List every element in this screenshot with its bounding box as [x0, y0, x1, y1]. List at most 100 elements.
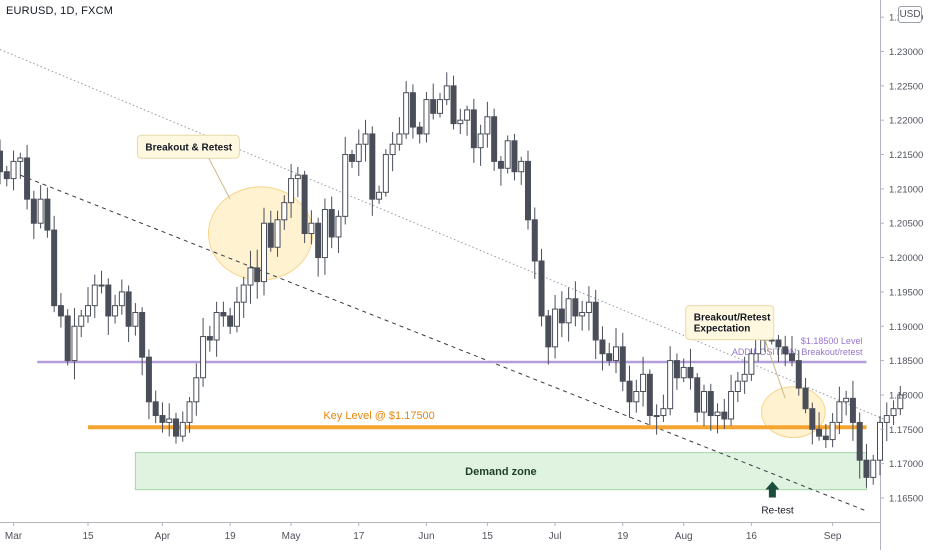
demand-zone: Demand zone [134, 452, 867, 491]
candle [856, 412, 863, 479]
callout-box [136, 134, 240, 159]
re-test-arrow [765, 481, 780, 498]
candle-body [565, 298, 572, 324]
candle-body [734, 380, 741, 392]
candle-body [687, 366, 694, 379]
price-tick-label: 1.21500 [889, 150, 923, 161]
candle [64, 309, 71, 366]
candle [206, 325, 213, 352]
candle-body [701, 391, 707, 413]
candle [227, 307, 234, 334]
candle-body [518, 160, 525, 173]
demand-zone-box [134, 452, 867, 491]
candle [274, 210, 281, 257]
candle [98, 270, 105, 294]
demand-zone-label: Demand zone [465, 466, 537, 478]
candle-body [707, 391, 714, 417]
candle [389, 131, 396, 172]
candle [247, 250, 254, 304]
candle-body [795, 360, 802, 389]
candle [78, 310, 85, 338]
candle-body [30, 198, 37, 224]
time-tick-label: Jun [418, 531, 434, 542]
candle-body [376, 191, 383, 200]
candle-body [728, 391, 735, 420]
candle [335, 210, 342, 254]
candle [809, 402, 816, 445]
candle-body [409, 92, 416, 128]
candle-body [159, 415, 166, 423]
candle-body [437, 99, 443, 114]
candle-body [179, 421, 186, 437]
level-price-label: $1.18500 Level [801, 336, 863, 346]
time-tick-label: 15 [82, 531, 94, 542]
candle [890, 400, 897, 425]
candle [822, 423, 829, 448]
candle-body [856, 421, 863, 461]
candle [782, 335, 789, 367]
candle [430, 83, 437, 120]
candle [477, 124, 484, 166]
candle [829, 413, 836, 448]
candle-body [572, 298, 579, 317]
candle-body [782, 346, 789, 355]
candle-body [673, 360, 680, 379]
candle [321, 198, 328, 275]
candle-body [660, 408, 667, 417]
candle [870, 454, 877, 485]
candle-body [349, 154, 355, 162]
candle [376, 185, 383, 204]
candle [579, 300, 586, 331]
candle [592, 289, 599, 360]
candle-body [592, 301, 599, 341]
time-axis: Mar 15 Apr 19 May 17 Jun 15 Jul 19 Aug 16 Sep [5, 522, 842, 542]
candle [301, 170, 308, 244]
candle [734, 371, 741, 402]
candle [741, 356, 748, 394]
candle-body [863, 459, 870, 478]
candle [707, 383, 714, 431]
callout-text: Expectation [694, 324, 751, 335]
candle [91, 274, 98, 319]
price-tick-label: 1.19000 [889, 322, 923, 333]
candle [775, 334, 782, 363]
candle-body [308, 222, 315, 235]
candle-body [71, 325, 78, 362]
price-axis: 1.16500 1.17000 1.17500 1.18000 1.18500 1.190… [880, 13, 923, 504]
candle-body [328, 208, 335, 238]
candle [409, 84, 416, 139]
candle [71, 307, 78, 380]
candle-body [342, 154, 349, 217]
candle-body [748, 353, 755, 375]
candle [132, 303, 139, 336]
candle [396, 117, 403, 151]
candle [728, 374, 735, 426]
candle [37, 185, 44, 229]
candle-body [585, 301, 592, 314]
candle-body [166, 418, 173, 423]
candle-body [240, 284, 247, 303]
candle [470, 98, 477, 163]
candle-body [897, 394, 904, 410]
candle-body [220, 312, 227, 317]
candle [572, 281, 579, 327]
candle [166, 403, 173, 437]
price-tick-label: 1.20000 [889, 253, 923, 264]
price-tick-label: 1.18500 [889, 356, 923, 367]
candle-body [274, 219, 281, 248]
candle [795, 350, 802, 396]
price-tick-label: 1.17500 [889, 425, 923, 436]
candle-body [477, 133, 484, 149]
candle-body [633, 391, 640, 403]
candle [145, 349, 152, 420]
currency-badge[interactable]: USD [898, 6, 922, 23]
retest-label: Re-test [761, 505, 793, 516]
candle [200, 317, 207, 387]
candle [518, 156, 525, 185]
candle [308, 210, 315, 245]
candle-body [775, 339, 782, 348]
candle [30, 190, 37, 240]
candle-body [694, 377, 701, 413]
